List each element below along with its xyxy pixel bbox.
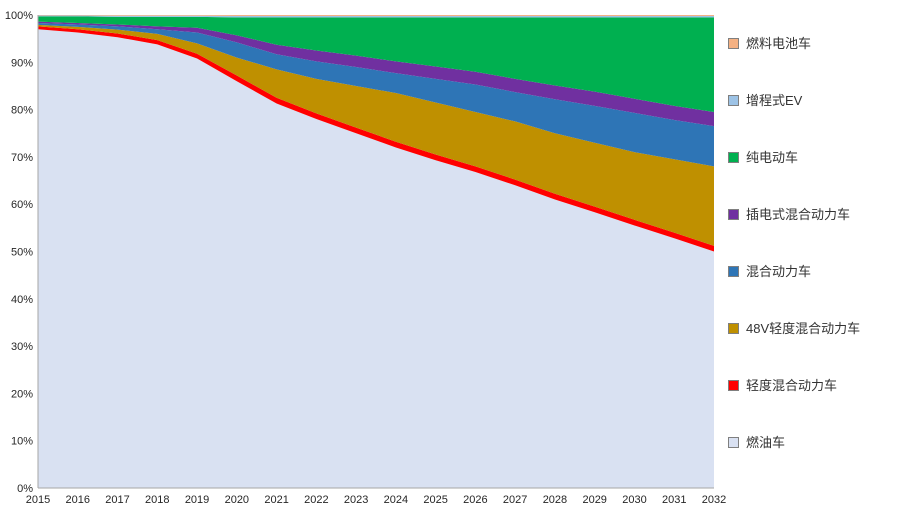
y-tick-label-60pct: 60% — [11, 199, 33, 211]
y-tick-label-50pct: 50% — [11, 247, 33, 259]
x-tick-label-2017: 2017 — [105, 494, 129, 506]
x-tick-label-2022: 2022 — [304, 494, 328, 506]
legend-item-fuel-cell: 燃料电池车 — [728, 36, 860, 51]
x-tick-label-2019: 2019 — [185, 494, 209, 506]
x-tick-label-2028: 2028 — [543, 494, 567, 506]
legend-label-fuel-cell: 燃料电池车 — [746, 36, 812, 51]
y-tick-label-30pct: 30% — [11, 341, 33, 353]
x-tick-label-2029: 2029 — [582, 494, 606, 506]
y-tick-label-90pct: 90% — [11, 57, 33, 69]
legend-swatch-48v-mild-hybrid — [728, 323, 739, 334]
x-tick-label-2016: 2016 — [66, 494, 90, 506]
legend-item-battery-ev: 纯电动车 — [728, 150, 860, 165]
y-tick-label-0pct: 0% — [17, 483, 33, 495]
legend-label-hybrid: 混合动力车 — [746, 264, 812, 279]
area-fuel-vehicle — [38, 29, 714, 488]
area-hybrid — [38, 23, 714, 167]
legend-swatch-hybrid — [728, 266, 739, 277]
x-tick-label-2015: 2015 — [26, 494, 50, 506]
legend-label-plug-in-hybrid: 插电式混合动力车 — [746, 207, 851, 222]
x-tick-label-2027: 2027 — [503, 494, 527, 506]
x-tick-label-2020: 2020 — [225, 494, 249, 506]
x-tick-label-2021: 2021 — [264, 494, 288, 506]
x-tick-label-2025: 2025 — [423, 494, 447, 506]
legend-item-fuel-vehicle: 燃油车 — [728, 435, 860, 450]
y-tick-label-100pct: 100% — [5, 10, 33, 22]
area-battery-ev — [38, 16, 714, 112]
legend-swatch-mild-hybrid — [728, 380, 739, 391]
legend-swatch-battery-ev — [728, 152, 739, 163]
x-tick-label-2030: 2030 — [622, 494, 646, 506]
legend-swatch-fuel-cell — [728, 38, 739, 49]
area-mild-hybrid — [38, 26, 714, 252]
legend-label-48v-mild-hybrid: 48V轻度混合动力车 — [746, 321, 861, 336]
x-tick-label-2026: 2026 — [463, 494, 487, 506]
legend-swatch-fuel-vehicle — [728, 437, 739, 448]
area-extended-range-ev — [38, 15, 714, 18]
x-tick-label-2023: 2023 — [344, 494, 368, 506]
x-tick-label-2018: 2018 — [145, 494, 169, 506]
legend-label-battery-ev: 纯电动车 — [746, 150, 799, 165]
y-tick-label-40pct: 40% — [11, 294, 33, 306]
legend-item-plug-in-hybrid: 插电式混合动力车 — [728, 207, 860, 222]
x-tick-label-2031: 2031 — [662, 494, 686, 506]
x-tick-label-2032: 2032 — [702, 494, 726, 506]
x-tick-label-2024: 2024 — [384, 494, 408, 506]
legend-label-fuel-vehicle: 燃油车 — [746, 435, 786, 450]
legend-item-mild-hybrid: 轻度混合动力车 — [728, 378, 860, 393]
y-tick-label-20pct: 20% — [11, 388, 33, 400]
legend-swatch-extended-range-ev — [728, 95, 739, 106]
y-tick-label-80pct: 80% — [11, 105, 33, 117]
chart-legend: 燃料电池车 增程式EV 纯电动车 插电式混合动力车 混合动力车 48V轻度混合动… — [728, 36, 860, 450]
legend-label-extended-range-ev: 增程式EV — [746, 93, 803, 108]
legend-item-extended-range-ev: 增程式EV — [728, 93, 860, 108]
legend-label-mild-hybrid: 轻度混合动力车 — [746, 378, 838, 393]
area-fuel-cell — [38, 15, 714, 16]
legend-item-hybrid: 混合动力车 — [728, 264, 860, 279]
legend-item-48v-mild-hybrid: 48V轻度混合动力车 — [728, 321, 860, 336]
y-tick-label-10pct: 10% — [11, 436, 33, 448]
y-tick-label-70pct: 70% — [11, 152, 33, 164]
legend-swatch-plug-in-hybrid — [728, 209, 739, 220]
